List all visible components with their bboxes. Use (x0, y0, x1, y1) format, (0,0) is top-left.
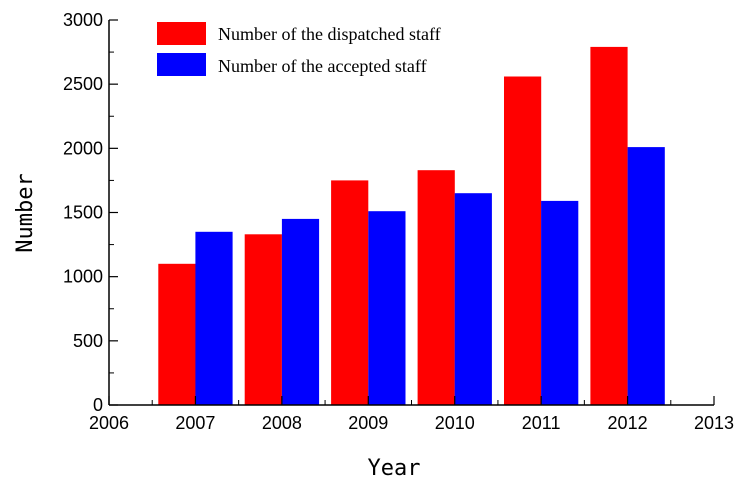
bar-dispatched-2007 (158, 263, 196, 405)
bar-accepted-2009 (368, 211, 406, 405)
ticks-layer: 2006 2007 2008 2009 2010 2011 2012 2013 0 500 1000… (63, 10, 734, 433)
y-tick-label-500: 500 (73, 331, 103, 351)
bar-accepted-2010 (454, 193, 492, 405)
y-tick-label-2500: 2500 (63, 74, 103, 94)
x-tick-label-2011: 2011 (522, 413, 561, 433)
y-axis-title: Number (13, 173, 38, 252)
bar-dispatched-2008 (244, 234, 282, 405)
bar-dispatched-2011 (504, 76, 542, 405)
bar-dispatched-2009 (331, 180, 369, 405)
x-tick-label-2013: 2013 (694, 413, 734, 433)
bar-accepted-2012 (627, 147, 665, 405)
legend-label-accepted: Number of the accepted staff (218, 56, 427, 76)
bar-accepted-2011 (541, 200, 579, 405)
bar-accepted-2008 (281, 218, 320, 405)
x-tick-label-2008: 2008 (262, 413, 302, 433)
x-tick-label-2007: 2007 (175, 413, 215, 433)
y-tick-label-3000: 3000 (63, 10, 103, 30)
bar-accepted-2007 (195, 231, 233, 406)
legend-label-dispatched: Number of the dispatched staff (218, 24, 441, 44)
x-tick-label-2012: 2012 (608, 413, 648, 433)
y-tick-label-2000: 2000 (63, 138, 103, 158)
y-tick-label-1000: 1000 (63, 267, 103, 287)
legend-swatch-dispatched (157, 22, 206, 45)
legend-swatch-accepted (157, 53, 206, 76)
x-axis-title: Year (368, 456, 421, 480)
legend: Number of the dispatched staff Number of… (157, 22, 441, 76)
bar-dispatched-2010 (417, 170, 455, 405)
x-tick-label-2010: 2010 (435, 413, 475, 433)
bars-layer (158, 46, 665, 406)
bar-dispatched-2012 (590, 46, 628, 406)
y-tick-label-0: 0 (93, 395, 103, 415)
x-tick-label-2006: 2006 (89, 413, 129, 433)
y-tick-label-1500: 1500 (63, 203, 103, 223)
x-tick-label-2009: 2009 (348, 413, 388, 433)
